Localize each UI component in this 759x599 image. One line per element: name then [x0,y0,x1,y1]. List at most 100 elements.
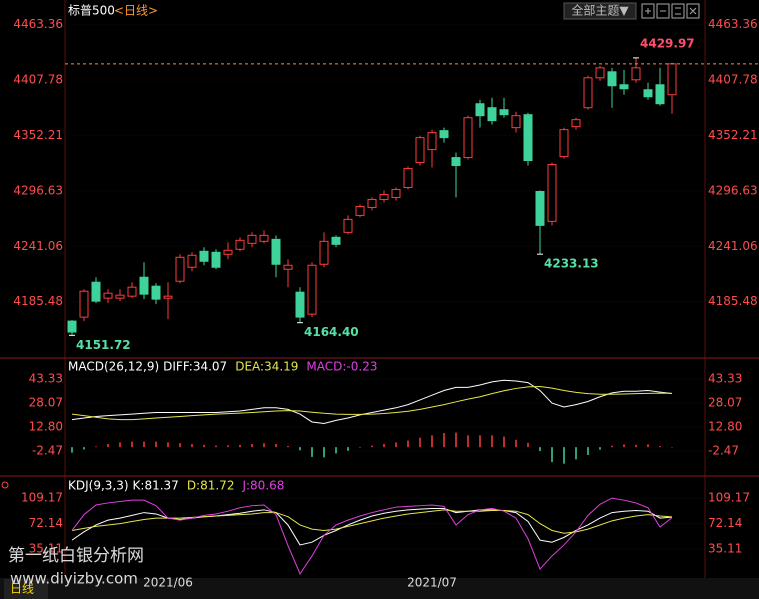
y-tick-label: 4407.78 [13,73,63,87]
y2-tick-label: 43.33 [708,371,742,385]
candle-body [559,129,569,158]
y-tick-label: 72.14 [29,516,63,530]
candle-body [547,164,557,222]
instrument-title: 标普500 [68,4,115,18]
candle-body [115,294,125,299]
candle-body [175,256,185,282]
candle-body [427,132,437,151]
legend-entry: J:80.68 [241,479,284,493]
candle-body [235,239,245,250]
candle-body [631,67,641,81]
candle-body [331,236,341,245]
candle-body [187,254,197,268]
watermark: 第一纸白银分析网 [8,546,144,566]
y-tick-label: 43.33 [29,371,63,385]
candle-body [655,84,665,105]
legend-entry: D:81.72 [187,479,235,493]
candle-body [307,264,317,315]
toolbar-icons[interactable] [641,3,700,19]
y-tick-label: 4463.36 [13,17,63,31]
candle-body [463,117,473,159]
candle-body [103,292,113,299]
candle-body [127,286,137,297]
candle-body [595,67,605,79]
panel-title: KDJ(9,3,3) [68,479,129,493]
settings-icon[interactable] [1,481,9,489]
y-tick-label: 28.07 [29,395,63,409]
candle-body [379,193,389,200]
watermark-url: www.diyizby.com [10,570,138,588]
x-tick-label: 2021/07 [407,576,457,590]
y-tick-label: 109.17 [21,490,63,504]
y2-tick-label: 4407.78 [708,73,758,87]
candle-body [415,137,425,164]
y2-tick-label: 72.14 [708,516,742,530]
annotation-label: 4233.13 [544,257,599,271]
candle-body [451,157,461,167]
candle-body [499,109,509,116]
candle-body [619,84,629,90]
y-tick-label: 35.11 [29,541,63,555]
series-line [71,379,673,425]
legend-entry: DIFF:34.07 [163,360,227,374]
y2-tick-label: -2.47 [708,444,739,458]
candle-body [487,107,497,122]
candle-body [163,295,173,299]
candle-body [667,63,677,96]
candle-body [259,234,269,242]
period-selector[interactable]: <日线> [114,4,158,18]
series-line [71,497,673,575]
candle-body [535,190,545,226]
icon[interactable] [656,3,670,19]
candle-body [643,89,653,98]
candle-body [343,218,353,233]
candle-body [523,114,533,162]
icon[interactable] [671,3,685,19]
candle-body [607,71,617,87]
candle-body [199,250,209,262]
bottom-bar [0,578,759,599]
series-line [71,386,673,421]
candle-body [439,130,449,139]
y-tick-label: 4296.63 [13,183,63,197]
icon[interactable] [686,3,700,19]
icon[interactable] [641,3,655,19]
candle-body [367,198,377,208]
candle-body [583,77,593,109]
candle-body [403,168,413,188]
candle-body [139,276,149,295]
y-tick-label: -2.47 [32,444,63,458]
candle-body [223,249,233,255]
candle-body [211,251,221,268]
annotation-label: 4429.97 [640,36,695,50]
candle-body [247,234,257,244]
candle-body [91,281,101,302]
y2-tick-label: 4352.21 [708,128,758,142]
y2-tick-label: 12.80 [708,419,742,433]
y-tick-label: 12.80 [29,419,63,433]
candle-body [151,285,161,300]
candle-body [571,119,581,128]
legend-entry: DEA:34.19 [235,360,298,374]
y2-tick-label: 35.11 [708,541,742,555]
candle-body [355,205,365,216]
theme-button-label[interactable]: 全部主题▼ [571,3,629,18]
candle-body [79,290,89,318]
candle-body [475,103,485,117]
y2-tick-label: 28.07 [708,395,742,409]
y-tick-label: 4352.21 [13,128,63,142]
theme-button[interactable] [563,2,637,20]
y2-tick-label: 109.17 [708,490,750,504]
annotation-label: 4164.40 [304,325,359,339]
legend-entry: K:81.37 [133,479,179,493]
candle-body [511,115,521,129]
candle-body [295,291,305,318]
tab-label[interactable]: 日线 [10,582,34,596]
candle-body [391,188,401,198]
x-tick-label: 2021/06 [143,576,193,590]
series-line [71,509,673,534]
y2-tick-label: 4185.48 [708,294,758,308]
tab[interactable] [4,579,48,599]
panel-title: MACD(26,12,9) [68,360,159,374]
